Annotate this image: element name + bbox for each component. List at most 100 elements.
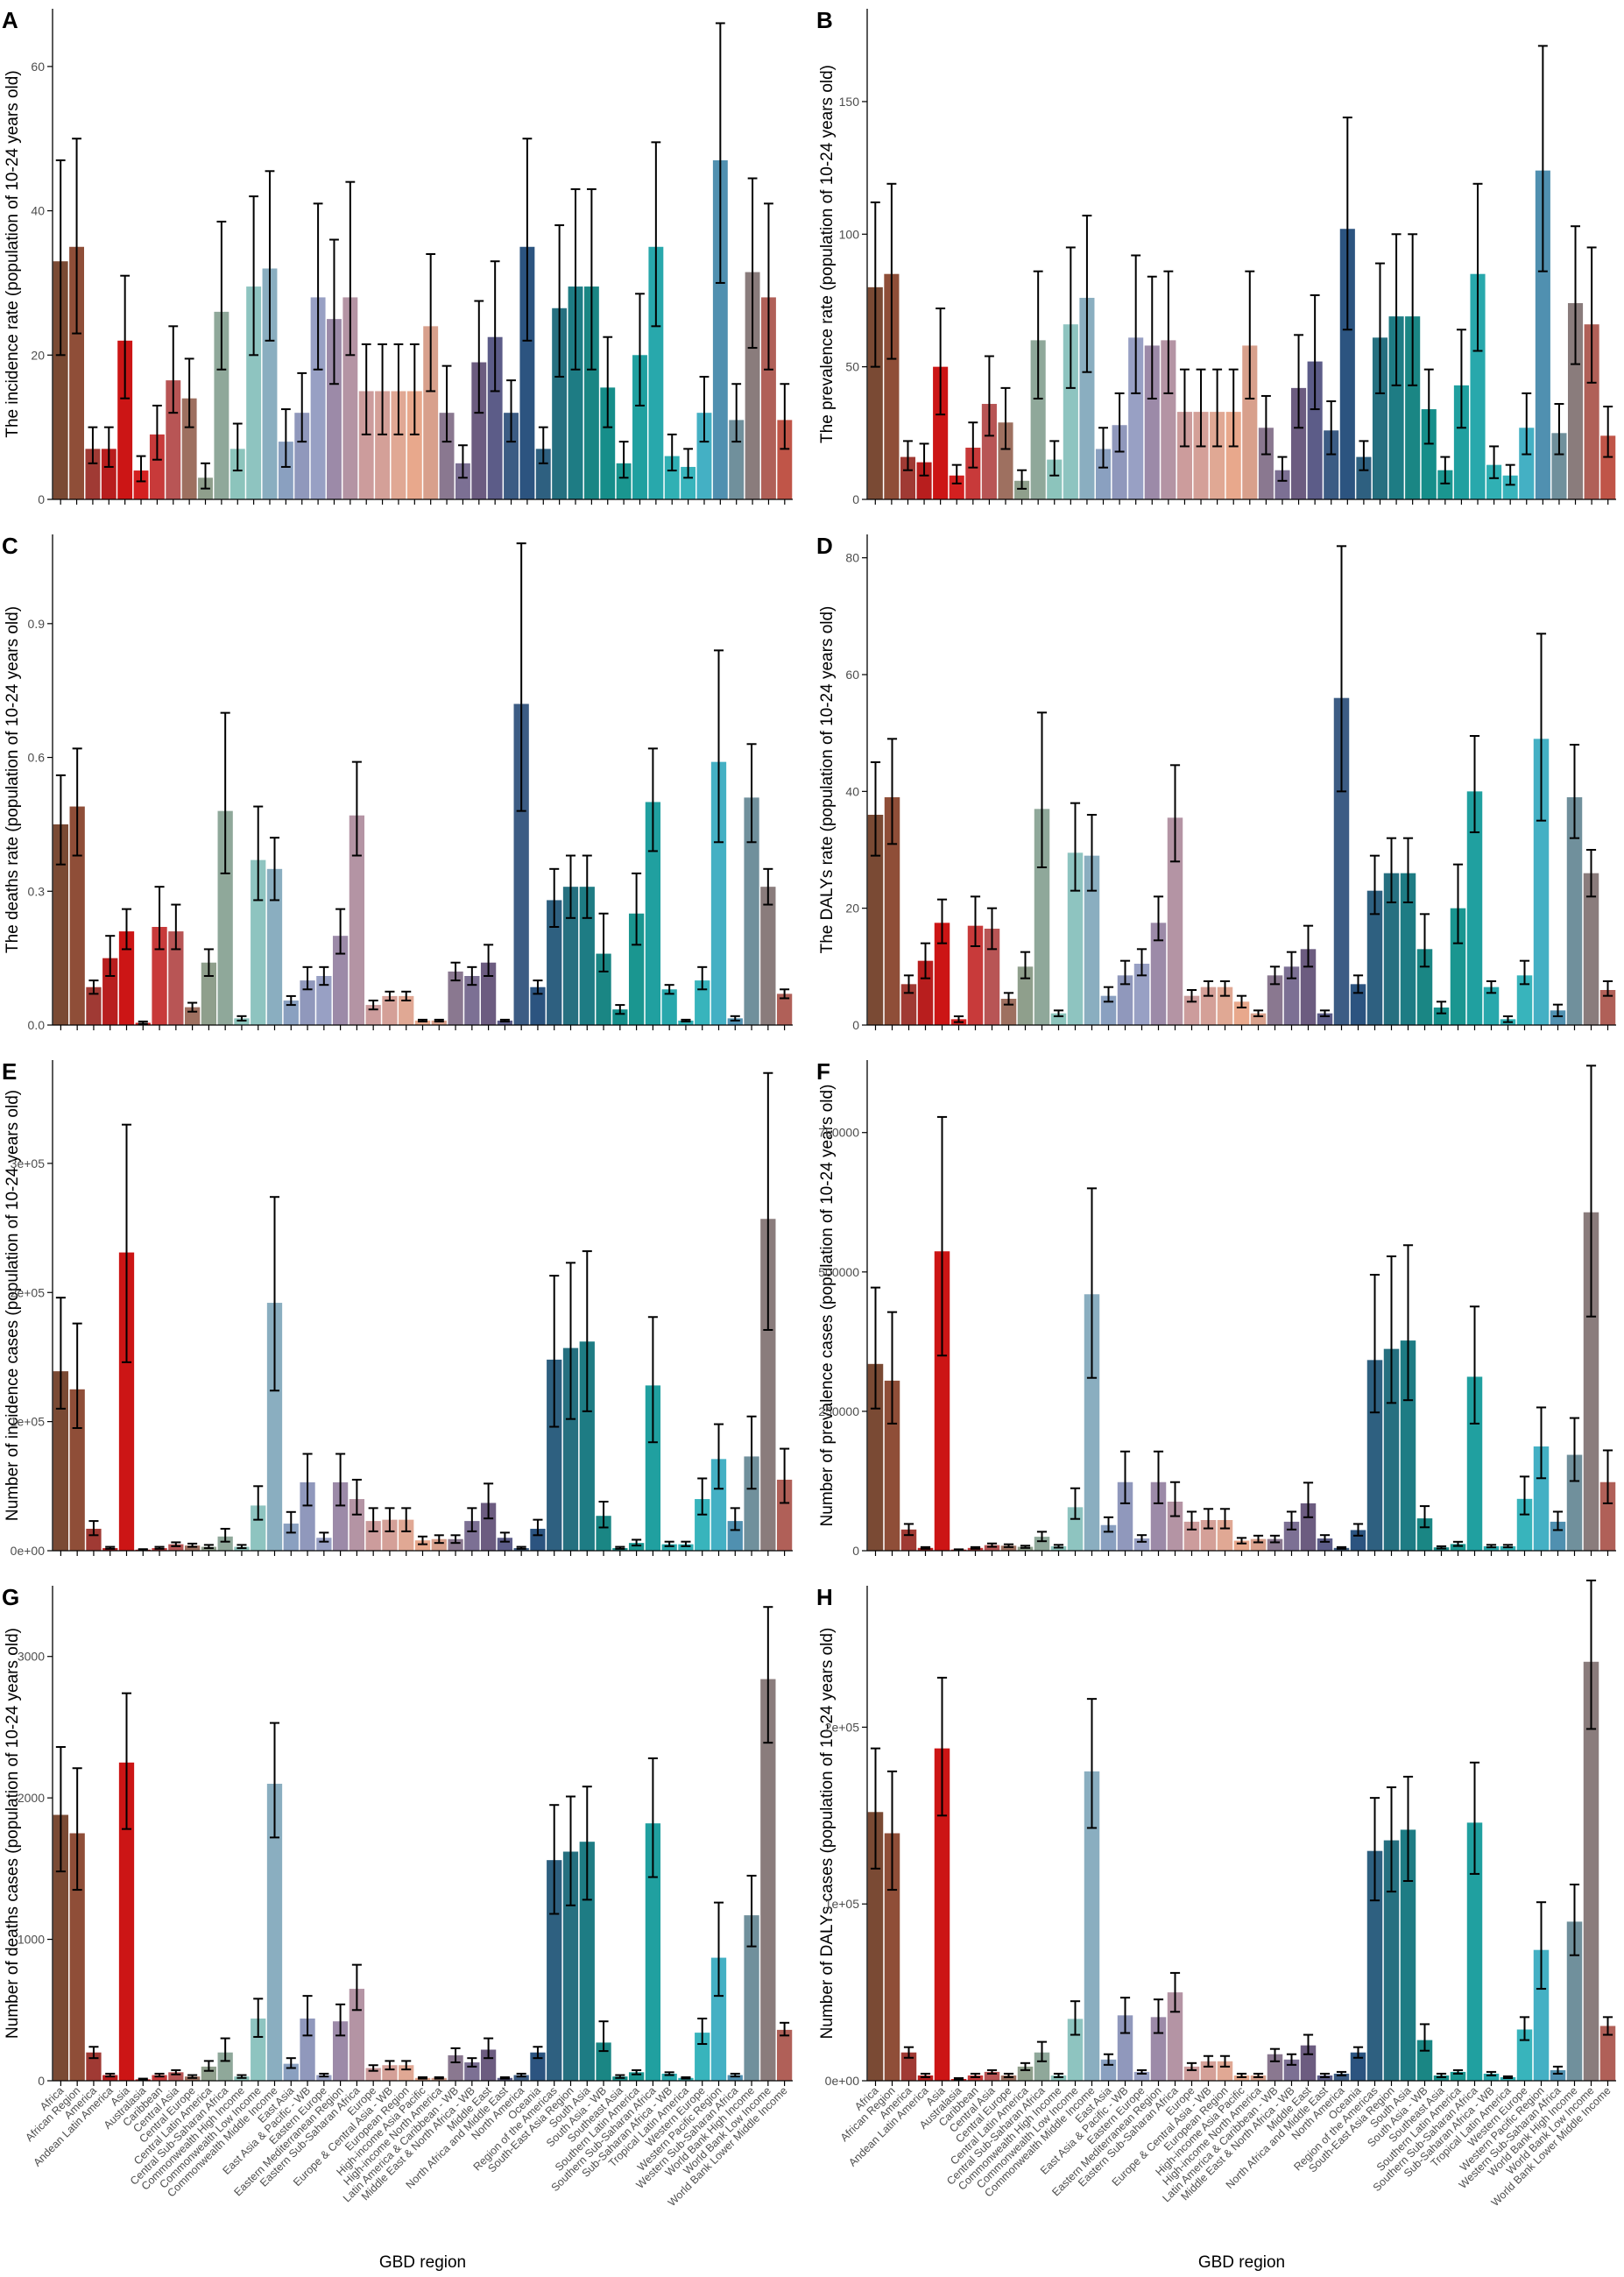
error-bar bbox=[1020, 1545, 1031, 1549]
error-bar bbox=[417, 1018, 428, 1022]
bar bbox=[251, 1505, 266, 1551]
error-bar bbox=[902, 440, 913, 471]
error-bar bbox=[220, 711, 230, 874]
error-bar bbox=[506, 379, 516, 443]
error-bar bbox=[920, 2072, 931, 2078]
panel-h: H Number of DALYs cases (population of 10… bbox=[816, 1579, 1616, 2272]
bar bbox=[149, 434, 165, 499]
bar bbox=[661, 1544, 677, 1551]
bar bbox=[1453, 385, 1469, 499]
bar bbox=[1350, 2052, 1366, 2081]
bar bbox=[530, 2052, 546, 2081]
bar bbox=[760, 887, 776, 1025]
error-bar bbox=[618, 441, 629, 479]
bar bbox=[1466, 1376, 1483, 1551]
bar bbox=[645, 1823, 661, 2081]
error-bar bbox=[499, 1531, 510, 1543]
error-bar bbox=[345, 180, 356, 357]
error-bar bbox=[168, 325, 179, 414]
error-bar bbox=[1336, 1545, 1347, 1550]
y-axis-label: Number of incidence cases (population of… bbox=[4, 1090, 22, 1521]
error-bar bbox=[968, 421, 978, 469]
bar bbox=[152, 2075, 167, 2081]
error-bar bbox=[171, 2068, 181, 2075]
error-bar bbox=[499, 2075, 510, 2080]
error-bar bbox=[72, 1322, 82, 1429]
y-axis-label: The incidence rate (population of 10-24 … bbox=[4, 70, 22, 437]
error-bar bbox=[1286, 951, 1297, 979]
bar bbox=[1486, 464, 1502, 499]
error-bar bbox=[1352, 2046, 1364, 2059]
error-bar bbox=[319, 2072, 329, 2078]
error-bar bbox=[1469, 1761, 1480, 1875]
error-bar bbox=[441, 364, 452, 443]
error-bar bbox=[870, 201, 880, 368]
error-bar bbox=[1569, 1417, 1580, 1482]
error-bar bbox=[1486, 2070, 1497, 2076]
bar bbox=[1599, 1481, 1616, 1551]
bar bbox=[251, 859, 266, 1025]
bar bbox=[300, 980, 315, 1025]
bar bbox=[1383, 873, 1400, 1025]
bar bbox=[681, 466, 696, 499]
error-bar bbox=[886, 738, 898, 845]
error-bar bbox=[154, 2072, 165, 2078]
bar bbox=[1516, 2029, 1533, 2081]
error-bar bbox=[1082, 215, 1092, 373]
error-bar bbox=[1070, 2000, 1081, 2036]
error-bar bbox=[55, 159, 66, 357]
y-tick-label: 50 bbox=[845, 360, 859, 374]
bar bbox=[1600, 435, 1616, 499]
error-bar bbox=[88, 1520, 99, 1537]
error-bar bbox=[1436, 2072, 1447, 2078]
error-bar bbox=[88, 2046, 99, 2060]
bar bbox=[1533, 1446, 1550, 1551]
bar bbox=[1242, 345, 1258, 499]
error-bar bbox=[1169, 1971, 1181, 2013]
error-bar bbox=[681, 1018, 691, 1022]
error-bar bbox=[401, 1507, 412, 1532]
bar bbox=[616, 463, 632, 499]
error-bar bbox=[237, 2074, 247, 2079]
error-bar bbox=[484, 2037, 494, 2060]
error-bar bbox=[1519, 1475, 1530, 1516]
bar bbox=[365, 1521, 381, 1551]
error-bar bbox=[1436, 1545, 1447, 1550]
error-bar bbox=[870, 1286, 881, 1410]
error-bar bbox=[474, 300, 484, 414]
bar bbox=[984, 929, 1000, 1025]
error-bar bbox=[1053, 1009, 1064, 1017]
bar bbox=[1014, 480, 1030, 499]
error-bar bbox=[302, 1453, 313, 1507]
error-bar bbox=[220, 1527, 230, 1543]
bar bbox=[1258, 428, 1274, 499]
error-bar bbox=[385, 1507, 395, 1532]
bar bbox=[1233, 1540, 1250, 1551]
bar bbox=[278, 442, 293, 499]
error-bar bbox=[72, 138, 81, 335]
y-axis-label: The DALYs rate (population of 10-24 year… bbox=[818, 606, 837, 954]
bar bbox=[168, 1544, 184, 1551]
error-bar bbox=[1153, 1998, 1164, 2034]
error-bar bbox=[458, 444, 468, 479]
error-bar bbox=[522, 138, 533, 342]
error-bar bbox=[886, 1311, 898, 1425]
bar bbox=[101, 449, 117, 499]
bar bbox=[504, 413, 519, 499]
bar bbox=[1383, 1348, 1400, 1551]
error-bar bbox=[1136, 2068, 1147, 2075]
bar bbox=[965, 447, 981, 499]
bar bbox=[1144, 345, 1160, 499]
bar bbox=[1210, 412, 1225, 499]
bar bbox=[745, 272, 760, 499]
error-bar bbox=[1419, 2023, 1430, 2052]
bar bbox=[628, 2072, 645, 2081]
bar bbox=[562, 887, 579, 1025]
bar bbox=[1063, 324, 1078, 499]
bar bbox=[1034, 1537, 1050, 1551]
error-bar bbox=[746, 1415, 757, 1490]
bar bbox=[86, 1528, 102, 1551]
error-bar bbox=[1519, 959, 1530, 986]
bar bbox=[628, 913, 645, 1025]
